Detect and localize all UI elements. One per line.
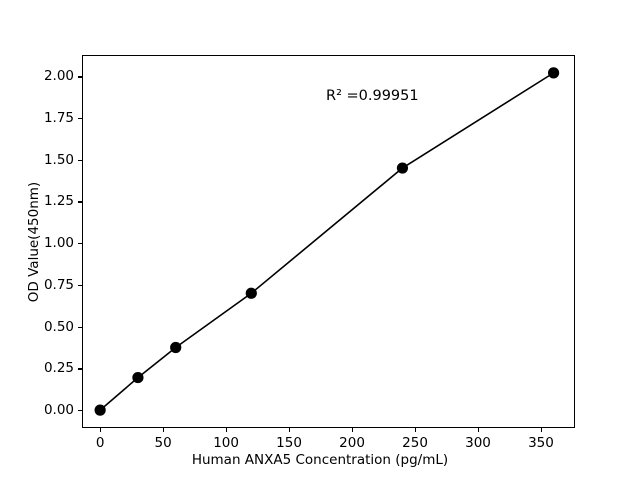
y-axis-label-wrapper: OD Value(450nm) [0,55,42,428]
data-point-markers [94,67,560,416]
y-tick-mark [78,243,82,245]
y-tick-label: 0.50 [43,318,74,335]
y-tick-mark [78,76,82,78]
x-tick-mark [289,428,291,432]
data-point [396,162,409,174]
data-point [245,287,257,299]
x-tick-mark [100,428,102,432]
data-point [170,341,182,354]
x-tick-mark [540,428,543,432]
y-tick-mark [78,117,82,120]
y-axis-label: OD Value(450nm) [26,181,42,302]
x-tick-label: 50 [154,435,172,451]
data-point [547,67,560,79]
x-tick-mark [478,428,480,432]
y-tick-label: 1.25 [43,193,74,210]
chart-canvas [94,67,560,416]
y-tick-label: 2.00 [43,68,74,85]
y-tick-mark [78,284,82,287]
y-tick-mark [78,368,82,370]
x-tick-mark [352,428,354,432]
x-tick-mark [163,428,165,432]
x-axis-label: Human ANXA5 Concentration (pg/mL) [191,452,449,468]
plot-area-frame [82,55,575,428]
x-tick-label: 300 [465,435,491,451]
y-tick-label: 0.00 [43,402,74,419]
data-point [132,371,144,384]
y-tick-label: 0.75 [43,276,74,293]
y-tick-label: 1.50 [43,151,74,168]
y-tick-label: 0.25 [43,360,74,377]
r-squared-annotation: R² =0.99951 [326,88,419,104]
x-tick-mark [415,428,417,432]
x-tick-mark [226,428,228,432]
x-tick-label: 100 [213,435,239,451]
y-tick-mark [78,159,82,161]
x-tick-label: 200 [339,435,365,451]
data-point [94,404,106,416]
y-tick-label: 1.75 [43,109,74,126]
x-tick-label: 350 [528,435,554,451]
standard-curve-line [99,72,555,411]
x-tick-label: 150 [276,435,302,451]
x-tick-label: 0 [95,435,105,451]
y-tick-mark [78,326,82,328]
x-tick-label: 250 [402,435,428,451]
y-tick-mark [78,410,82,412]
y-tick-mark [78,201,82,203]
y-tick-label: 1.00 [43,235,74,252]
